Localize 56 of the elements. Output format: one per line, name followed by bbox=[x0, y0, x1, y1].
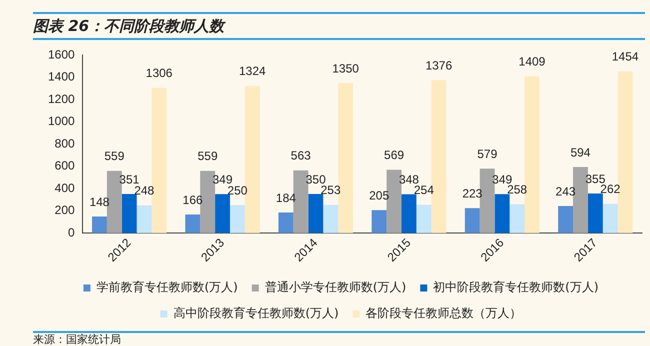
y-tick-label: 400 bbox=[54, 180, 76, 195]
legend-label: 各阶段专任教师总数（万人） bbox=[366, 306, 522, 320]
data-label: 1324 bbox=[239, 64, 266, 78]
data-label: 1409 bbox=[518, 54, 546, 69]
y-tick-label: 1200 bbox=[48, 92, 76, 106]
bar bbox=[308, 194, 324, 233]
legend-label: 学前教育专任教师数(万人) bbox=[96, 280, 238, 294]
bar bbox=[323, 204, 338, 233]
y-tick-label: 0 bbox=[68, 225, 76, 240]
data-label: 559 bbox=[104, 149, 125, 164]
data-label: 248 bbox=[134, 184, 155, 198]
bar bbox=[136, 205, 152, 233]
data-label: 594 bbox=[570, 145, 591, 160]
bar bbox=[122, 194, 137, 233]
bar bbox=[573, 166, 588, 233]
y-tick-label: 1400 bbox=[48, 70, 76, 84]
chart-title: 图表 26：不同阶段教师人数 bbox=[33, 12, 645, 40]
data-label: 166 bbox=[182, 192, 204, 207]
data-label: 148 bbox=[89, 194, 110, 209]
data-label: 563 bbox=[290, 148, 312, 163]
y-tick-label: 200 bbox=[54, 203, 76, 218]
bar bbox=[402, 194, 416, 233]
bar bbox=[558, 206, 574, 233]
bar bbox=[185, 214, 200, 233]
bar bbox=[494, 194, 510, 233]
source-note: 来源：国家统计局 bbox=[33, 331, 645, 346]
data-label: 1454 bbox=[612, 50, 639, 64]
data-label: 1350 bbox=[332, 61, 360, 76]
y-tick-label: 800 bbox=[54, 136, 76, 150]
bar bbox=[464, 208, 480, 233]
bar bbox=[92, 216, 107, 233]
bar bbox=[588, 194, 603, 233]
legend-label: 普通小学专任教师数(万人) bbox=[264, 280, 406, 294]
data-label: 184 bbox=[276, 190, 296, 205]
bar bbox=[524, 76, 540, 233]
legend-label: 初中阶段教育专任教师数(万人) bbox=[433, 280, 599, 294]
data-label: 1306 bbox=[146, 66, 173, 80]
data-label: 579 bbox=[477, 146, 498, 161]
y-tick-label: 600 bbox=[54, 158, 76, 173]
legend-label: 高中阶段教育专任教师数(万人) bbox=[173, 306, 339, 320]
data-label: 1376 bbox=[425, 58, 452, 72]
bar bbox=[372, 210, 387, 233]
bar bbox=[215, 194, 230, 233]
data-label: 205 bbox=[369, 188, 390, 202]
data-label: 569 bbox=[384, 148, 404, 162]
data-label: 243 bbox=[556, 184, 576, 198]
bar bbox=[416, 204, 432, 233]
y-tick-label: 1000 bbox=[48, 114, 76, 128]
bar bbox=[602, 204, 618, 233]
data-label: 559 bbox=[198, 149, 218, 164]
bar bbox=[230, 205, 245, 233]
data-label: 223 bbox=[462, 186, 483, 200]
bar bbox=[510, 204, 525, 233]
y-tick-label: 1600 bbox=[48, 48, 76, 62]
data-label: 351 bbox=[119, 172, 140, 186]
bar bbox=[278, 212, 294, 233]
